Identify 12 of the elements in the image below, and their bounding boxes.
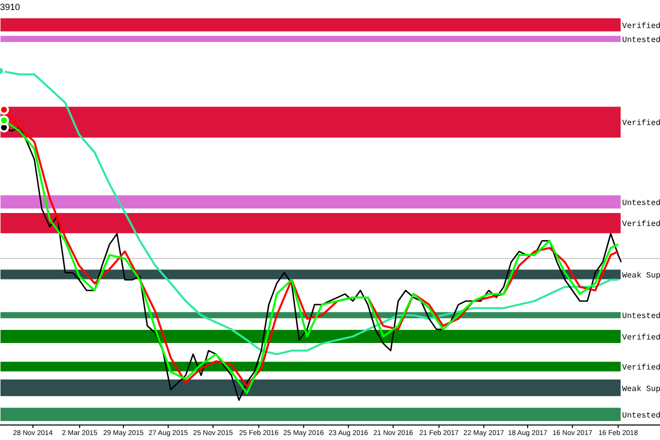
band-label: Weak Sup: [622, 384, 660, 394]
band-label: Verified: [622, 364, 660, 373]
band-label: Untested: [622, 312, 660, 322]
band-label: Untested: [622, 36, 660, 45]
band-label: Verified: [622, 333, 660, 342]
band-label: Verified: [622, 22, 660, 31]
text: 3910: [0, 2, 20, 12]
band-label: Verified: [622, 119, 660, 128]
band-label: Untested: [622, 411, 660, 420]
band-label: Weak Sup: [622, 271, 660, 280]
band-label: Verified: [622, 220, 660, 230]
band-label: Untested: [622, 198, 660, 208]
